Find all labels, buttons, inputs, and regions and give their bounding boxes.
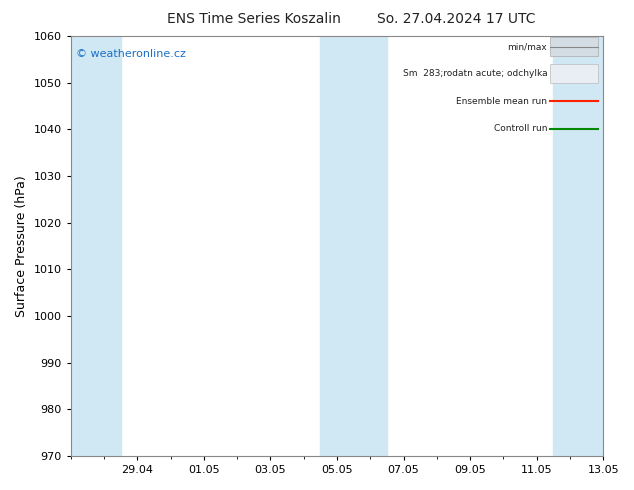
- Bar: [320, 36, 387, 456]
- Text: ENS Time Series Koszalin: ENS Time Series Koszalin: [167, 12, 340, 26]
- Bar: [553, 36, 603, 456]
- Text: Ensemble mean run: Ensemble mean run: [456, 97, 547, 106]
- Text: min/max: min/max: [508, 42, 547, 51]
- FancyBboxPatch shape: [550, 65, 598, 83]
- Text: © weatheronline.cz: © weatheronline.cz: [76, 49, 186, 59]
- FancyBboxPatch shape: [550, 37, 598, 56]
- Text: Controll run: Controll run: [494, 124, 547, 133]
- Bar: [71, 36, 120, 456]
- Text: So. 27.04.2024 17 UTC: So. 27.04.2024 17 UTC: [377, 12, 536, 26]
- Text: Sm  283;rodatn acute; odchylka: Sm 283;rodatn acute; odchylka: [403, 70, 547, 78]
- Y-axis label: Surface Pressure (hPa): Surface Pressure (hPa): [15, 175, 28, 317]
